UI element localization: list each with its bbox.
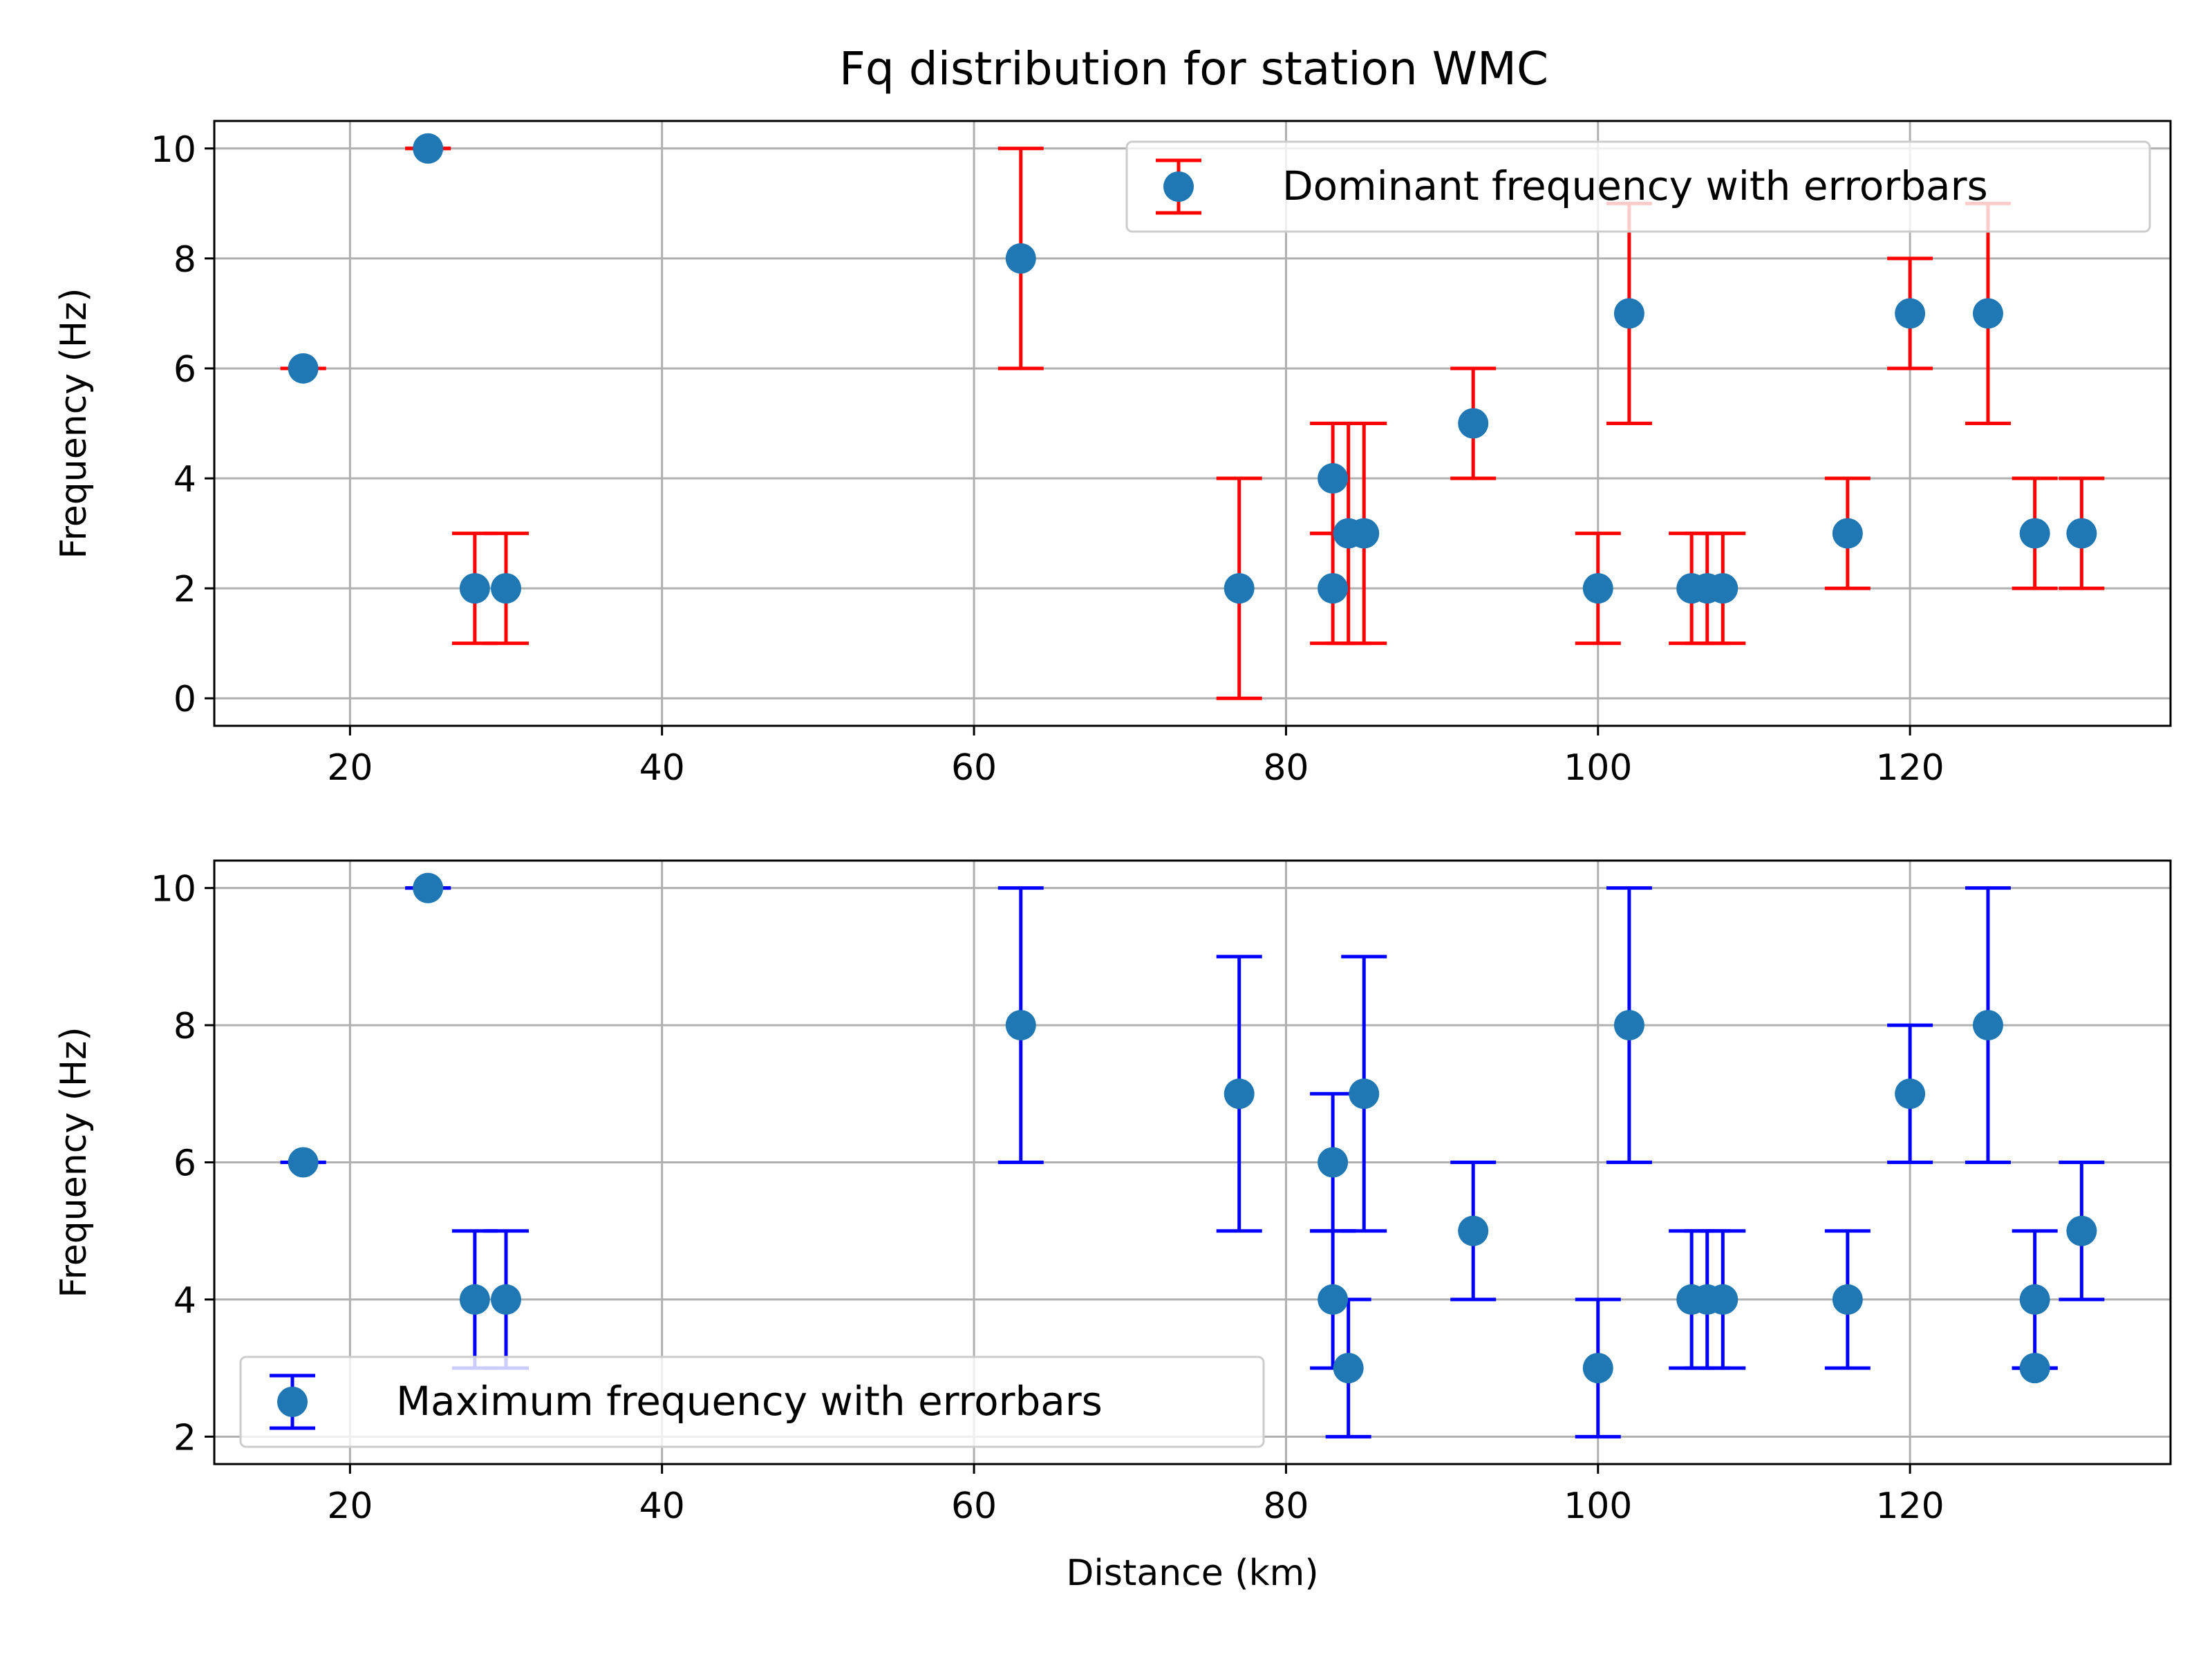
- y-tick-label: 6: [174, 1143, 196, 1185]
- data-point: [1458, 408, 1489, 439]
- data-point: [1832, 1284, 1863, 1315]
- x-tick-label: 60: [951, 747, 997, 789]
- x-tick-label: 100: [1564, 747, 1632, 789]
- axes-frame: [213, 859, 2172, 1465]
- x-tick-label: 120: [1875, 1485, 1944, 1527]
- data-point: [1458, 1215, 1489, 1246]
- x-tick-label: 20: [327, 747, 373, 789]
- legend-box: [1125, 140, 2151, 233]
- x-tick-label: 40: [639, 747, 685, 789]
- x-axis-label: Distance (km): [1066, 1553, 1318, 1594]
- legend-box: [239, 1356, 1265, 1448]
- data-point: [1972, 298, 2003, 329]
- data-point: [1318, 1284, 1349, 1315]
- x-tick-label: 80: [1263, 1485, 1309, 1527]
- data-point: [288, 1147, 319, 1178]
- y-tick-label: 2: [174, 1417, 196, 1459]
- data-point: [1224, 573, 1255, 604]
- bottom-panel: 20 40 60 80 100 120 2 4 6 8 10 Frequency (Hz) Distan…: [53, 859, 2172, 1594]
- data-point: [1349, 518, 1380, 549]
- data-point: [1318, 463, 1349, 494]
- data-point: [1613, 1010, 1644, 1041]
- chart-title: Fq distribution for station WMC: [839, 42, 1548, 95]
- x-tick-label: 20: [327, 1485, 373, 1527]
- data-point: [1972, 1010, 2003, 1041]
- data-point: [413, 133, 444, 164]
- y-tick-label: 10: [151, 129, 196, 171]
- y-axis-label: Frequency (Hz): [53, 288, 95, 559]
- data-point: [1707, 1284, 1738, 1315]
- data-point: [1832, 518, 1863, 549]
- data-point: [459, 1284, 490, 1315]
- y-tick-label: 0: [174, 679, 196, 720]
- data-point: [1895, 1078, 1926, 1109]
- x-tick-label: 80: [1263, 747, 1309, 789]
- y-tick-label: 10: [151, 869, 196, 910]
- data-point: [2019, 1353, 2050, 1384]
- data-point: [1613, 298, 1644, 329]
- y-tick-label: 8: [174, 239, 196, 281]
- data-point: [1005, 243, 1036, 274]
- y-tick-label: 2: [174, 569, 196, 610]
- data-point: [1224, 1078, 1255, 1109]
- data-point: [459, 573, 490, 604]
- data-point: [1582, 573, 1613, 604]
- legend-entry-label: Dominant frequency with errorbars: [1282, 162, 1988, 209]
- data-point: [2066, 1215, 2097, 1246]
- data-point: [1582, 1353, 1613, 1384]
- x-tick-label: 120: [1875, 747, 1944, 789]
- axes-frame: [213, 120, 2172, 727]
- data-point: [2066, 518, 2097, 549]
- data-point: [288, 353, 319, 384]
- y-tick-label: 4: [174, 1280, 196, 1322]
- data-point: [1318, 1147, 1349, 1178]
- x-tick-label: 40: [639, 1485, 685, 1527]
- data-point: [1707, 573, 1738, 604]
- y-axis-label: Frequency (Hz): [53, 1027, 95, 1297]
- y-tick-label: 4: [174, 459, 196, 500]
- legend-marker-icon: [1163, 171, 1194, 202]
- data-point: [2019, 518, 2050, 549]
- data-point: [491, 573, 522, 604]
- y-tick-label: 6: [174, 349, 196, 391]
- data-point: [413, 872, 444, 903]
- x-tick-label: 100: [1564, 1485, 1632, 1527]
- data-point: [1318, 573, 1349, 604]
- data-point: [2019, 1284, 2050, 1315]
- top-panel: 20 40 60 80 100 120 0 2 4 6 8 10 Frequency (Hz) Domin…: [53, 120, 2172, 789]
- legend-entry-label: Maximum frequency with errorbars: [396, 1378, 1103, 1425]
- data-point: [1005, 1010, 1036, 1041]
- x-tick-label: 60: [951, 1485, 997, 1527]
- data-point: [1349, 1078, 1380, 1109]
- data-point: [491, 1284, 522, 1315]
- data-point: [1333, 1353, 1364, 1384]
- data-point: [1895, 298, 1926, 329]
- legend-marker-icon: [277, 1387, 308, 1417]
- y-tick-label: 8: [174, 1006, 196, 1047]
